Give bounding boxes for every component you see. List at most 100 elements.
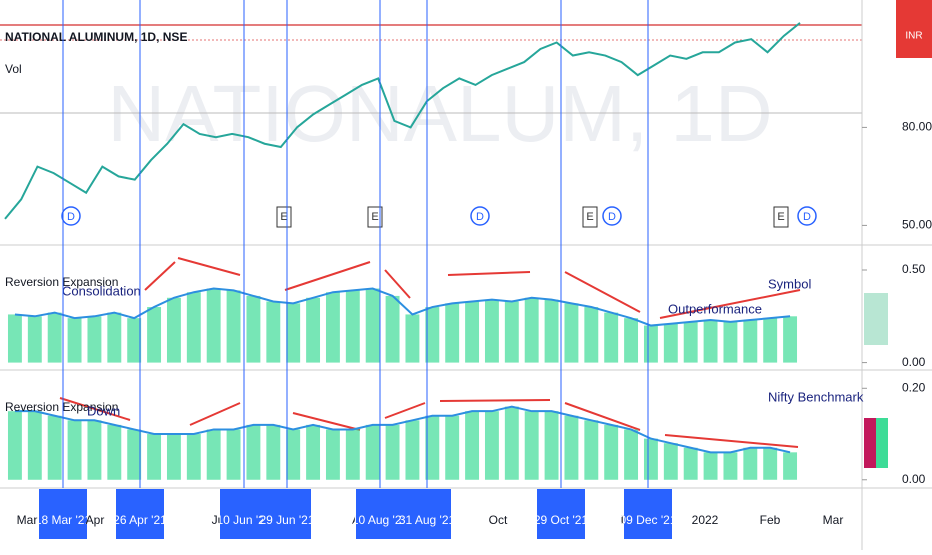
event-marker bbox=[61, 206, 81, 226]
event-label: E bbox=[371, 211, 378, 223]
y-tick-label: 0.50 bbox=[902, 262, 926, 276]
histogram-bar bbox=[763, 318, 778, 363]
histogram-bar bbox=[127, 429, 142, 480]
histogram-bar bbox=[47, 312, 62, 363]
indicator-title: Reversion Expansion bbox=[5, 400, 118, 414]
date-badge bbox=[356, 489, 404, 539]
histogram-bar bbox=[345, 429, 360, 480]
histogram-bar bbox=[643, 438, 658, 480]
event-marker bbox=[797, 206, 817, 226]
histogram-bar bbox=[783, 452, 798, 480]
date-badge bbox=[624, 489, 672, 539]
histogram-bar bbox=[683, 321, 698, 363]
histogram-bar bbox=[147, 307, 162, 363]
histogram-bar bbox=[166, 434, 181, 480]
histogram-bar bbox=[27, 411, 42, 480]
histogram-bar bbox=[67, 420, 82, 480]
histogram-bar bbox=[643, 325, 658, 363]
legend-swatch bbox=[864, 293, 888, 345]
x-tick-label: 29 Jun '21 bbox=[259, 513, 314, 527]
histogram-bar bbox=[246, 295, 261, 363]
event-marker bbox=[470, 206, 490, 226]
histogram-bar bbox=[87, 420, 102, 480]
histogram-bar bbox=[266, 301, 281, 363]
price-badge bbox=[896, 0, 932, 58]
histogram-bar bbox=[266, 424, 281, 480]
date-badge bbox=[116, 489, 164, 539]
histogram-bar bbox=[226, 429, 241, 480]
x-tick-label: 26 Apr '21 bbox=[113, 513, 167, 527]
histogram-bar bbox=[306, 424, 321, 480]
histogram-bar bbox=[723, 321, 738, 363]
histogram-bar bbox=[504, 406, 519, 480]
histogram-bar bbox=[186, 292, 201, 363]
histogram-bar bbox=[306, 297, 321, 363]
histogram-bar bbox=[743, 320, 758, 363]
annotation: Nifty Benchmark bbox=[768, 389, 864, 404]
histogram-bar bbox=[325, 292, 340, 363]
x-tick-label: Mar bbox=[823, 513, 844, 527]
histogram-bar bbox=[663, 443, 678, 480]
trend-lines bbox=[59, 257, 801, 448]
y-tick-label: 0.20 bbox=[902, 380, 926, 394]
histogram-bar bbox=[544, 299, 559, 363]
symbol: NATIONAL ALUMINUM, 1D, NSE bbox=[5, 30, 187, 44]
histogram-bar bbox=[624, 318, 639, 363]
histogram-bar bbox=[87, 316, 102, 363]
histogram-bar bbox=[147, 434, 162, 480]
histogram-bar bbox=[107, 312, 122, 363]
histogram-bar bbox=[663, 323, 678, 363]
y-tick-label: 0.00 bbox=[902, 355, 926, 369]
histogram-bar bbox=[67, 318, 82, 363]
histogram-bar bbox=[107, 424, 122, 480]
indicator-title: Reversion Expansion bbox=[5, 275, 118, 289]
histogram-bar bbox=[723, 452, 738, 480]
histogram-bar bbox=[624, 429, 639, 480]
histogram-bar bbox=[226, 290, 241, 363]
event-marker bbox=[367, 206, 383, 228]
event-label: D bbox=[608, 211, 616, 223]
event-marker bbox=[773, 206, 789, 228]
histogram-bar bbox=[286, 429, 301, 480]
histogram-bar bbox=[584, 307, 599, 363]
histogram-bar bbox=[7, 411, 22, 480]
histogram-bar bbox=[345, 290, 360, 363]
date-badge bbox=[263, 489, 311, 539]
x-tick-label: 09 Dec '21 bbox=[620, 513, 677, 527]
histogram-bar bbox=[7, 314, 22, 363]
event-label: E bbox=[280, 211, 287, 223]
histogram-bar bbox=[206, 288, 221, 363]
histogram-bar bbox=[783, 316, 798, 363]
x-tick-label: 31 Aug '21 bbox=[399, 513, 456, 527]
x-tick-label: 10 Jun '21 bbox=[216, 513, 271, 527]
histogram-bar bbox=[703, 452, 718, 480]
histogram-bar bbox=[445, 415, 460, 480]
y-tick-label: 50.00 bbox=[902, 218, 932, 232]
x-tick-label: Mar bbox=[17, 513, 38, 527]
histogram-bar bbox=[564, 303, 579, 363]
event-marker bbox=[602, 206, 622, 226]
date-badge bbox=[39, 489, 87, 539]
annotation: Consolidation bbox=[62, 283, 141, 298]
histogram-bar bbox=[604, 312, 619, 363]
histogram-bar bbox=[564, 415, 579, 480]
event-label: E bbox=[586, 211, 593, 223]
x-tick-label: 18 Mar '21 bbox=[35, 513, 92, 527]
y-tick-label: 0.00 bbox=[902, 472, 926, 486]
histogram-bar bbox=[166, 297, 181, 363]
histogram-bar bbox=[484, 299, 499, 363]
histogram-bar bbox=[743, 447, 758, 480]
x-tick-label: Apr bbox=[86, 513, 105, 527]
annotation: Symbol bbox=[768, 276, 811, 291]
legend-swatch bbox=[864, 418, 876, 468]
y-tick-label: 80.00 bbox=[902, 120, 932, 134]
histogram-bar bbox=[186, 434, 201, 480]
histogram-bar bbox=[544, 411, 559, 480]
histogram-bar bbox=[286, 303, 301, 363]
indicator-line bbox=[14, 287, 791, 327]
histogram-bar bbox=[325, 429, 340, 480]
annotation: Outperformance bbox=[668, 301, 762, 316]
histogram-bar bbox=[703, 320, 718, 363]
date-badge bbox=[403, 489, 451, 539]
x-tick-label: Oct bbox=[489, 513, 508, 527]
